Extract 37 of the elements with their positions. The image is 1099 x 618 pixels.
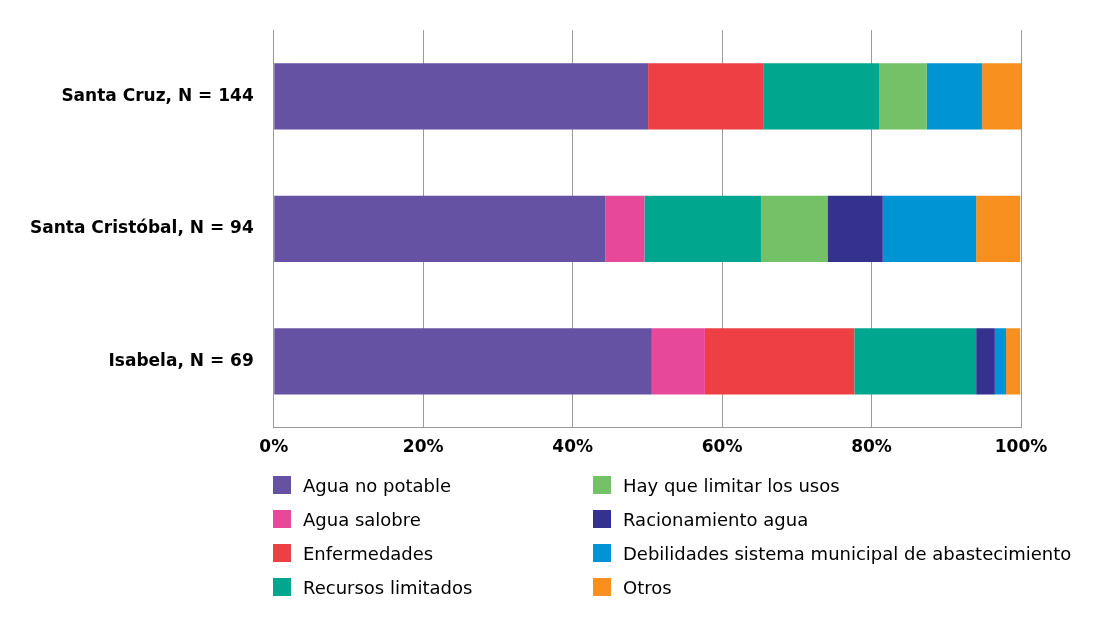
bar [704, 328, 855, 395]
y-tick-label: Santa Cruz, N = 144 [61, 84, 254, 105]
bar [982, 63, 1021, 130]
bar [644, 195, 761, 263]
bar [274, 328, 652, 395]
bar [651, 328, 705, 395]
bar [827, 195, 883, 263]
y-tick-label: Santa Cristóbal, N = 94 [29, 217, 254, 238]
legend-label: Enfermedades [303, 542, 434, 564]
x-tick-label: 60% [701, 436, 743, 457]
x-tick-label: 40% [552, 436, 594, 457]
bar [274, 195, 606, 263]
legend-label: Otros [623, 576, 672, 598]
bar [760, 195, 828, 263]
x-tick-label: 100% [994, 436, 1048, 457]
legend-label: Agua salobre [303, 508, 421, 530]
bar [605, 195, 645, 263]
bar [763, 63, 880, 130]
bar [994, 328, 1007, 395]
legend-label: Debilidades sistema municipal de abastecimiento [623, 542, 1072, 564]
x-tick-label: 20% [402, 436, 444, 457]
bar [976, 195, 1021, 263]
bar [976, 328, 995, 395]
bar [1006, 328, 1021, 395]
bar [274, 63, 649, 130]
x-tick-label: 80% [851, 436, 892, 457]
legend-label: Hay que limitar los usos [623, 474, 840, 496]
y-tick-label: Isabela, N = 69 [108, 349, 254, 370]
bar [882, 195, 977, 263]
bar [854, 328, 977, 395]
legend-label: Agua no potable [303, 474, 452, 496]
bar [926, 63, 983, 130]
legend-label: Recursos limitados [303, 576, 473, 598]
legend-label: Racionamiento agua [623, 508, 809, 530]
bar [879, 63, 927, 130]
x-tick-label: 0% [259, 436, 289, 457]
bar [648, 63, 764, 130]
